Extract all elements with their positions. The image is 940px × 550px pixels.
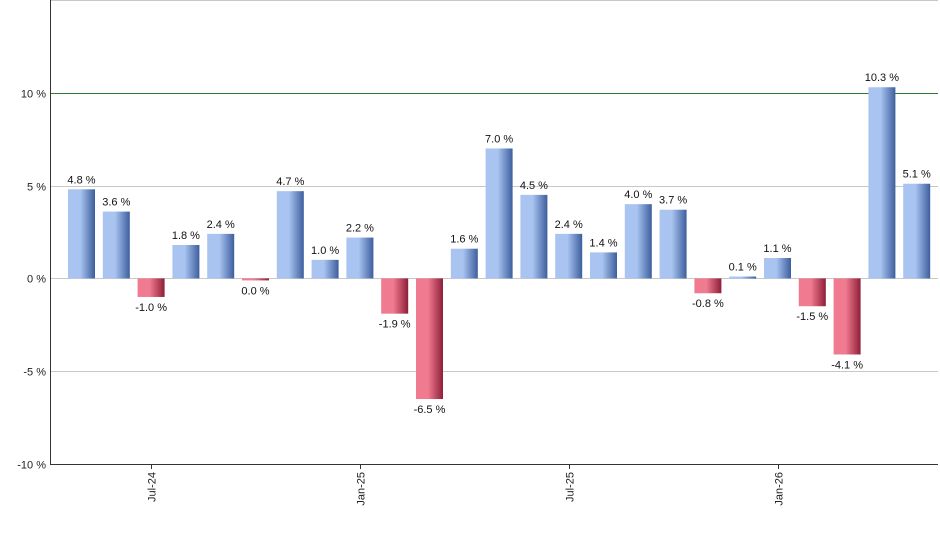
bar — [590, 252, 617, 279]
data-label: 1.0 % — [311, 245, 339, 257]
y-tick-label: 0 % — [27, 274, 46, 286]
bar — [381, 278, 409, 314]
data-label: 10.3 % — [865, 72, 899, 84]
bar — [450, 248, 478, 279]
bar — [868, 87, 896, 279]
data-label: -6.5 % — [414, 404, 446, 416]
bar — [68, 189, 95, 279]
data-label: 3.6 % — [102, 197, 130, 209]
bar — [311, 259, 339, 279]
bar — [798, 278, 826, 307]
data-label: -1.5 % — [796, 311, 828, 323]
bar — [624, 204, 652, 279]
bar — [833, 278, 861, 355]
bar — [207, 233, 235, 279]
data-label: 2.4 % — [207, 219, 235, 231]
axes: -10 % -5 % 0 % 5 % 10 % Jul-24 Jan-25 Jul-25 Jan… — [17, 0, 938, 506]
bar — [276, 191, 304, 279]
bar — [764, 257, 791, 279]
data-labels: 4.8 % 3.6 % -1.0 % 1.8 % 2.4 % 0.0 % 4.7 % 1.0 … — [67, 72, 931, 416]
y-tick-label: -10 % — [17, 460, 46, 472]
data-label: 0.1 % — [729, 262, 757, 274]
y-tick-label: 5 % — [27, 182, 46, 194]
data-label: -4.1 % — [831, 359, 863, 371]
bar — [102, 211, 130, 279]
data-label: 1.1 % — [763, 243, 791, 255]
y-tick-label: 10 % — [21, 89, 46, 101]
x-tick-label: Jul-25 — [565, 472, 577, 502]
bar — [485, 148, 513, 279]
data-label: 2.2 % — [346, 223, 374, 235]
x-tick-label: Jan-26 — [774, 472, 786, 506]
data-label: 0.0 % — [241, 285, 269, 297]
bar — [172, 244, 200, 279]
data-label: 1.8 % — [172, 230, 200, 242]
bar — [520, 194, 548, 279]
bar — [729, 276, 757, 279]
data-label: 4.5 % — [520, 180, 548, 192]
bar — [903, 183, 931, 279]
bar — [346, 237, 374, 279]
bar — [242, 278, 269, 281]
data-label: 1.4 % — [589, 237, 617, 249]
bar — [137, 278, 165, 297]
data-label: -1.9 % — [379, 319, 411, 331]
data-label: 7.0 % — [485, 133, 513, 145]
data-label: -1.0 % — [135, 302, 167, 314]
bar — [555, 233, 583, 279]
y-tick-label: -5 % — [23, 367, 46, 379]
data-label: 5.1 % — [903, 169, 931, 181]
data-label: -0.8 % — [692, 298, 724, 310]
data-label: 4.0 % — [624, 189, 652, 201]
bar — [416, 278, 443, 400]
data-label: 1.6 % — [450, 234, 478, 246]
bars — [68, 87, 931, 400]
data-label: 4.8 % — [67, 174, 95, 186]
data-label: 4.7 % — [276, 176, 304, 188]
bar — [694, 278, 722, 294]
data-label: 2.4 % — [555, 219, 583, 231]
bar — [659, 209, 687, 279]
data-label: 3.7 % — [659, 195, 687, 207]
x-tick-label: Jul-24 — [147, 472, 159, 502]
x-tick-label: Jan-25 — [356, 472, 368, 506]
